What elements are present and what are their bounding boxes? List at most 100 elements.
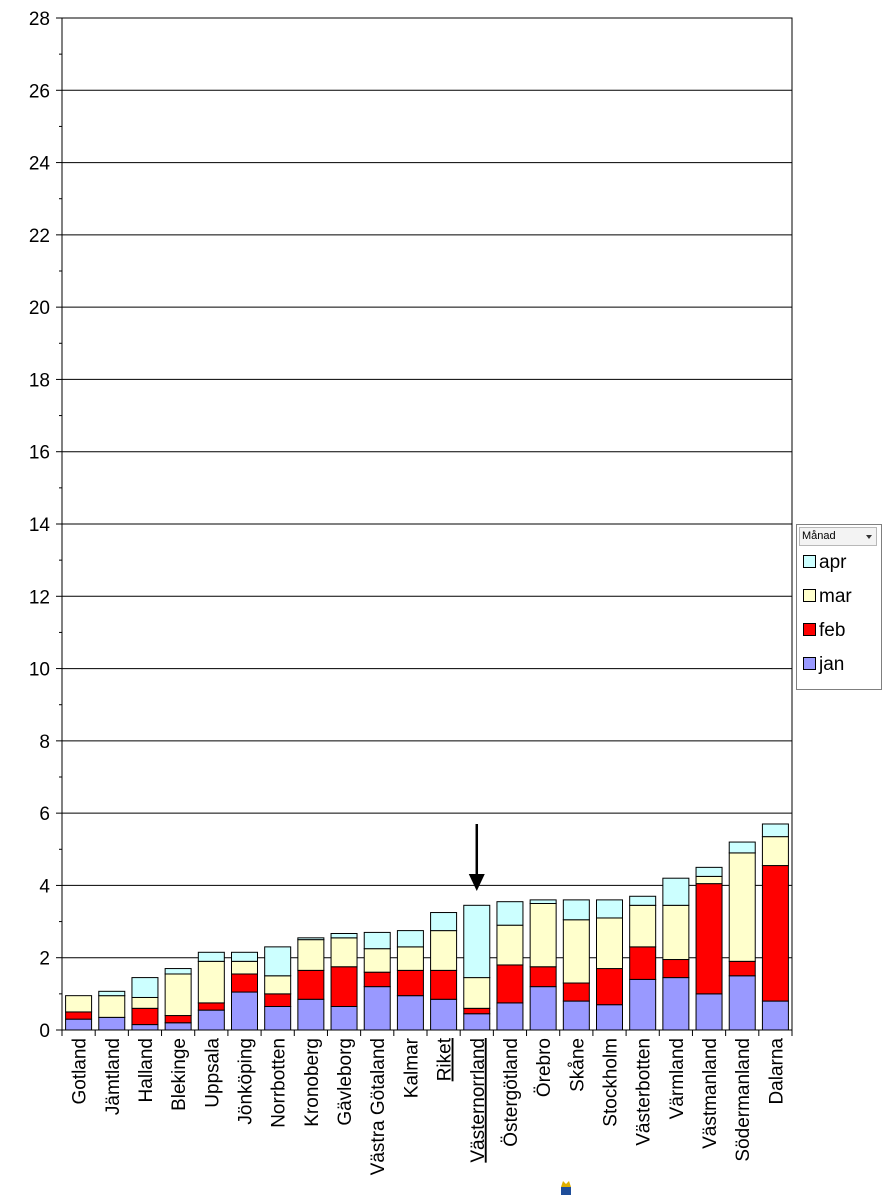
x-tick-label: Jämtland bbox=[103, 1038, 124, 1115]
bar-segment-mar bbox=[65, 995, 93, 1013]
x-tick-label: Västernorrland bbox=[468, 1038, 489, 1163]
bar-segment-mar bbox=[430, 930, 458, 971]
bar-segment-apr bbox=[629, 895, 657, 906]
bar-segment-feb bbox=[297, 969, 325, 1000]
y-tick-label: 6 bbox=[39, 804, 50, 825]
y-tick-label: 0 bbox=[39, 1021, 50, 1042]
x-tick-label: Örebro bbox=[534, 1038, 555, 1097]
bar-segment-apr bbox=[695, 866, 723, 877]
bar-segment-feb bbox=[596, 968, 623, 1006]
bar-segment-apr bbox=[496, 901, 524, 926]
bar-segment-feb bbox=[463, 1007, 491, 1015]
arrow-head bbox=[468, 874, 485, 891]
legend-label: feb bbox=[819, 620, 846, 641]
bar-segment-feb bbox=[728, 960, 756, 977]
bar-segment-feb bbox=[761, 865, 789, 1002]
bar-segment-mar bbox=[330, 937, 358, 968]
gridlines bbox=[62, 17, 792, 959]
y-tick-label: 14 bbox=[29, 515, 51, 536]
x-tick-label: Skåne bbox=[567, 1038, 588, 1092]
dropdown-arrow-icon[interactable] bbox=[866, 535, 872, 539]
legend-swatch bbox=[803, 555, 816, 568]
x-tick-label: Dalarna bbox=[766, 1038, 787, 1105]
x-tick-label: Blekinge bbox=[169, 1038, 190, 1111]
bar-segment-apr bbox=[297, 937, 325, 941]
legend-item-apr[interactable]: apr bbox=[803, 551, 846, 575]
bar-segment-jan bbox=[562, 1000, 590, 1031]
bar-segment-apr bbox=[98, 990, 126, 997]
bar-segment-mar bbox=[761, 836, 789, 867]
x-tick-label: Stockholm bbox=[601, 1038, 622, 1127]
bar-segment-jan bbox=[529, 986, 557, 1031]
bar-segment-jan bbox=[695, 993, 723, 1031]
bar-segment-mar bbox=[596, 917, 623, 970]
legend-swatch bbox=[803, 623, 816, 636]
bar-segment-mar bbox=[197, 960, 225, 1004]
legend-swatch bbox=[803, 657, 816, 670]
bar-segment-jan bbox=[496, 1002, 524, 1031]
legend-label: apr bbox=[819, 552, 847, 573]
x-tick-label: Norrbotten bbox=[269, 1038, 290, 1128]
legend-label: mar bbox=[819, 586, 852, 607]
bar-segment-jan bbox=[264, 1006, 292, 1031]
legend-item-feb[interactable]: feb bbox=[803, 619, 845, 643]
bar-segment-apr bbox=[363, 931, 391, 950]
x-tick-label: Gävleborg bbox=[335, 1038, 356, 1126]
bar-segment-mar bbox=[496, 924, 524, 966]
bar-segment-apr bbox=[131, 977, 159, 998]
bar-segment-jan bbox=[728, 975, 756, 1031]
legend-header-dropdown[interactable]: Månad bbox=[799, 527, 877, 546]
bar-segment-apr bbox=[529, 899, 557, 905]
bar-segment-mar bbox=[728, 852, 756, 962]
bar-segment-mar bbox=[164, 973, 192, 1017]
x-tick-label: Halland bbox=[136, 1038, 157, 1102]
bars bbox=[65, 823, 789, 1031]
x-tick-label: Västra Götaland bbox=[368, 1038, 389, 1175]
bar-segment-apr bbox=[430, 912, 458, 932]
bar-segment-apr bbox=[662, 877, 690, 906]
y-tick-label: 12 bbox=[29, 587, 50, 608]
bar-segment-apr bbox=[231, 951, 258, 962]
bar-segment-apr bbox=[330, 932, 358, 939]
y-tick-label: 10 bbox=[29, 660, 50, 681]
bar-segment-jan bbox=[231, 991, 258, 1031]
x-tick-label: Kalmar bbox=[401, 1037, 422, 1098]
logo-shield bbox=[561, 1187, 571, 1195]
x-tick-label: Gotland bbox=[70, 1038, 91, 1105]
legend-swatch bbox=[803, 589, 816, 602]
bar-segment-feb bbox=[695, 883, 723, 995]
legend[interactable]: Månad apr mar feb jan bbox=[796, 524, 882, 690]
bar-segment-jan bbox=[164, 1022, 192, 1031]
bar-segment-apr bbox=[197, 951, 225, 962]
y-tick-label: 22 bbox=[29, 226, 50, 247]
bar-segment-apr bbox=[596, 899, 623, 919]
bar-segment-mar bbox=[297, 939, 325, 971]
logo-crown bbox=[561, 1181, 571, 1187]
bar-segment-feb bbox=[330, 966, 358, 1008]
bar-segment-feb bbox=[363, 971, 391, 988]
bar-segment-apr bbox=[728, 841, 756, 854]
y-tick-label: 20 bbox=[29, 298, 50, 319]
bar-segment-feb bbox=[396, 969, 424, 997]
bar-segment-apr bbox=[463, 904, 491, 979]
x-tick-label: Kronoberg bbox=[302, 1038, 323, 1127]
legend-item-mar[interactable]: mar bbox=[803, 585, 852, 609]
y-tick-label: 26 bbox=[29, 81, 50, 102]
bar-segment-jan bbox=[761, 1000, 789, 1031]
y-tick-label: 8 bbox=[39, 732, 50, 753]
bar-segment-mar bbox=[264, 975, 292, 995]
x-tick-label: Uppsala bbox=[202, 1038, 223, 1108]
crown-logo-icon bbox=[561, 1181, 571, 1195]
bar-segment-jan bbox=[363, 986, 391, 1031]
legend-item-jan[interactable]: jan bbox=[803, 653, 844, 677]
y-tick-label: 2 bbox=[39, 949, 50, 970]
x-tick-label: Jönköping bbox=[236, 1038, 257, 1125]
x-tick-label: Västerbotten bbox=[634, 1038, 655, 1146]
bar-segment-feb bbox=[430, 969, 458, 1000]
bar-segment-feb bbox=[65, 1011, 93, 1020]
bar-segment-feb bbox=[164, 1015, 192, 1024]
bar-segment-feb bbox=[231, 973, 258, 993]
bar-segment-jan bbox=[430, 998, 458, 1031]
bar-segment-jan bbox=[65, 1018, 93, 1031]
x-tick-label: Östergötland bbox=[501, 1038, 522, 1147]
